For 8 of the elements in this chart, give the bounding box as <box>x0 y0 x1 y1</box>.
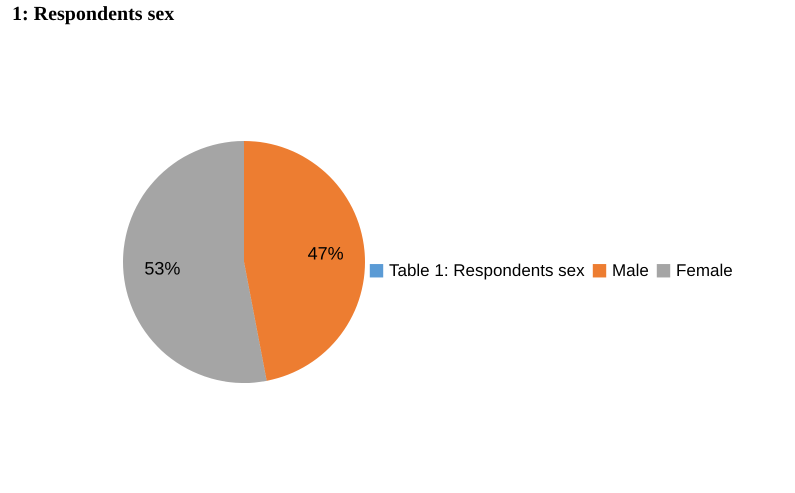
data-label: 53% <box>144 258 180 279</box>
pie-slice <box>244 141 365 381</box>
legend-label: Male <box>612 260 649 280</box>
chart-title: 1: Respondents sex <box>12 3 174 25</box>
legend-label: Female <box>676 260 733 280</box>
pie-slice <box>123 141 267 383</box>
data-label: 47% <box>308 243 344 264</box>
legend-label: Table 1: Respondents sex <box>389 260 586 280</box>
